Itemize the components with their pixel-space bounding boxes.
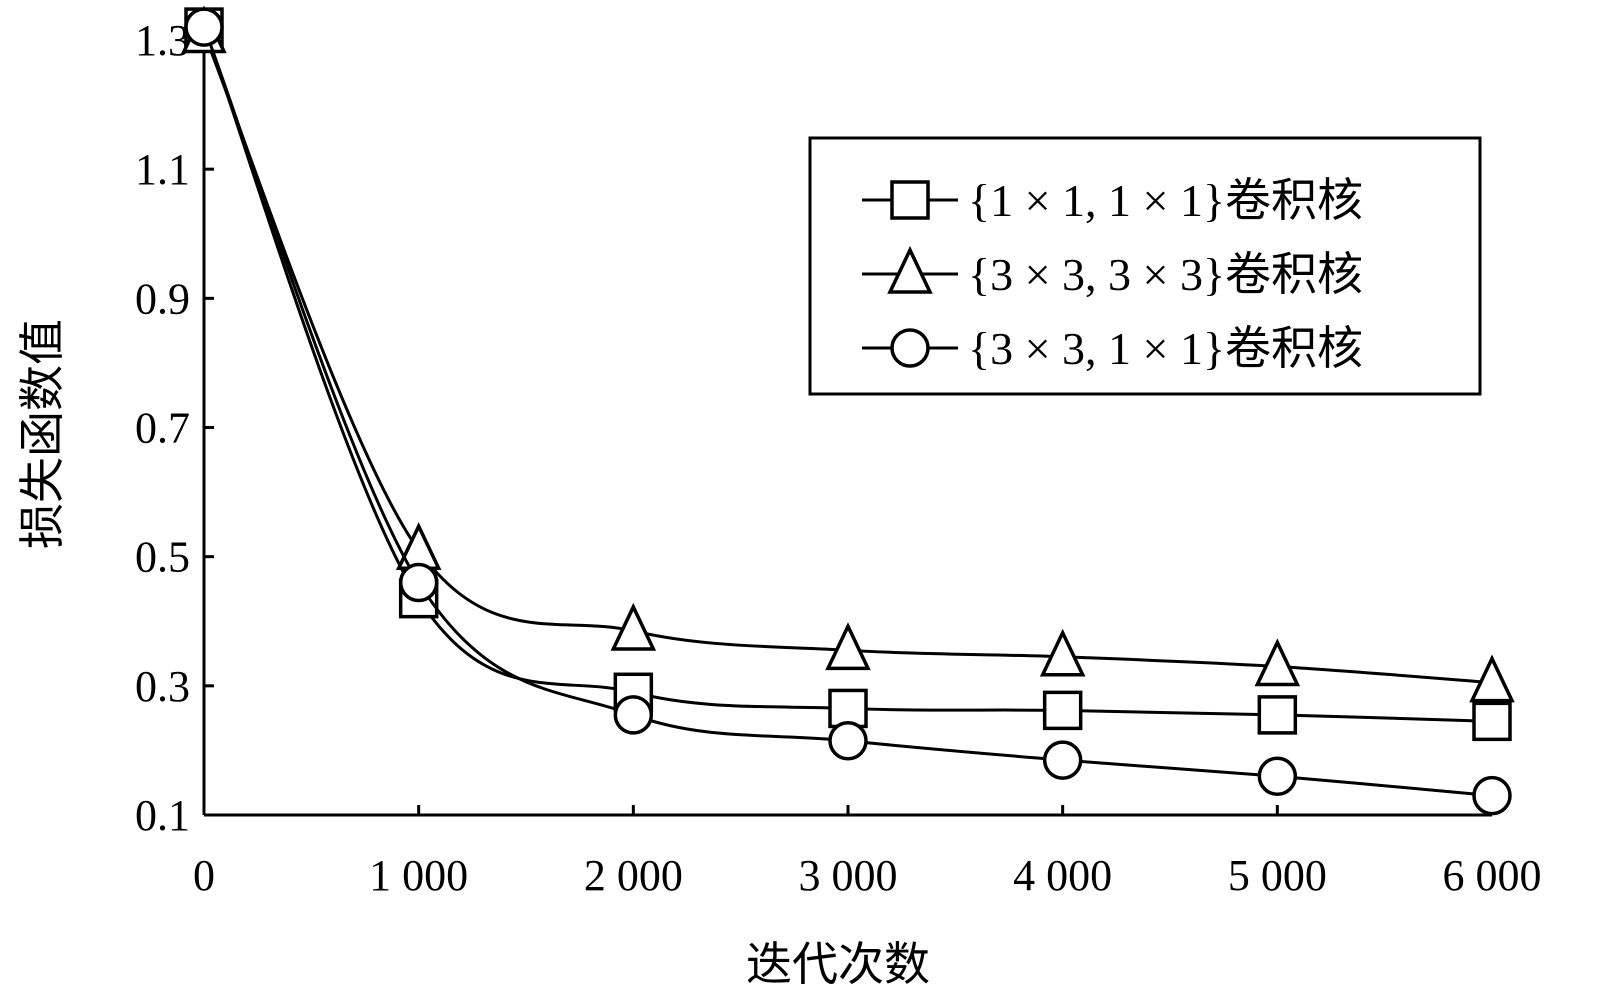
legend: {1 × 1, 1 × 1}卷积核 {3 × 3, 3 × 3}卷积核 {3 × 3…	[808, 136, 1482, 396]
series-layer	[181, 5, 1515, 816]
data-point-triangle	[1469, 654, 1515, 703]
data-point-triangle	[1254, 638, 1301, 687]
x-tick-label: 3 000	[799, 851, 898, 900]
x-tick-label: 6 000	[1443, 851, 1542, 900]
legend-marker-triangle	[887, 245, 933, 294]
y-tick-label: 0.9	[135, 274, 190, 323]
x-tick-label: 0	[193, 851, 215, 900]
y-tick-label: 0.7	[135, 404, 190, 453]
legend-label: {3 × 3, 3 × 3}卷积核	[968, 249, 1363, 300]
data-point-square	[1257, 695, 1298, 735]
data-point-circle	[1472, 775, 1512, 816]
y-axis-title: 损失函数值	[15, 319, 69, 549]
data-point-circle	[1257, 756, 1298, 796]
legend-marker-circle	[890, 328, 930, 368]
y-tick-label: 1.1	[135, 145, 190, 194]
data-point-triangle	[610, 602, 657, 651]
legend-label: {3 × 3, 1 × 1}卷积核	[968, 323, 1363, 374]
data-point-circle	[828, 720, 868, 761]
data-point-circle	[1042, 740, 1083, 780]
legend-label: {1 × 1, 1 × 1}卷积核	[968, 175, 1363, 226]
axes: 0.1 0.3 0.5 0.7 0.9 1.1 1.3 0 1 000 2 000 3 000 4 0…	[15, 16, 1542, 991]
data-point-square	[1472, 701, 1512, 742]
y-tick-label: 1.3	[135, 16, 190, 65]
data-point-square	[1042, 690, 1083, 731]
legend-marker-square	[890, 180, 930, 220]
data-point-triangle	[1039, 628, 1086, 677]
y-tick-label: 0.1	[135, 791, 190, 840]
x-axis-title: 迭代次数	[746, 937, 930, 991]
y-tick-label: 0.3	[135, 662, 190, 711]
x-tick-label: 1 000	[369, 851, 468, 900]
data-point-circle	[613, 695, 654, 735]
x-tick-label: 4 000	[1013, 851, 1112, 900]
data-point-circle	[184, 7, 224, 47]
x-tick-label: 2 000	[584, 851, 683, 900]
x-tick-label: 5 000	[1228, 851, 1327, 900]
data-point-triangle	[825, 622, 871, 671]
data-point-circle	[398, 562, 439, 603]
data-point-triangle	[395, 522, 442, 570]
y-tick-label: 0.5	[135, 533, 190, 582]
